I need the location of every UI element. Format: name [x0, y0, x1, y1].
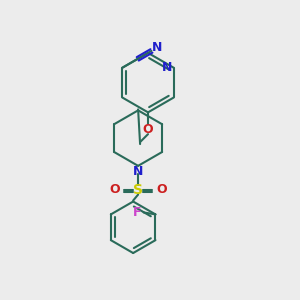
Text: S: S — [133, 183, 143, 196]
Text: N: N — [152, 41, 163, 54]
Text: O: O — [109, 183, 120, 196]
Text: N: N — [133, 165, 143, 178]
Text: F: F — [132, 206, 141, 219]
Text: O: O — [157, 183, 167, 196]
Text: N: N — [162, 61, 172, 74]
Text: O: O — [143, 123, 153, 136]
